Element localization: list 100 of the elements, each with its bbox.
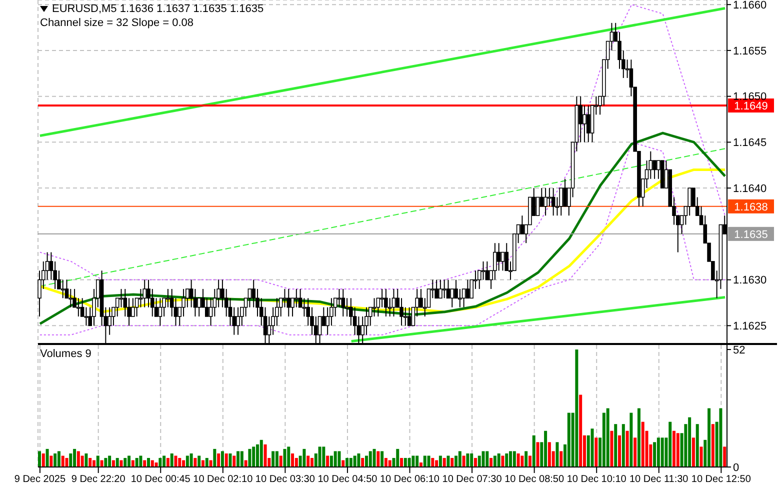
bar [248,448,252,467]
candlestick [481,260,486,280]
y-tick-label: 1.1625 [733,320,767,333]
bar [224,453,228,467]
bar [462,456,466,467]
bar [342,460,345,467]
bar [252,446,256,467]
bar [435,460,438,467]
bar [688,417,692,467]
bar [38,451,41,467]
candlestick [294,288,298,308]
candlestick [182,288,186,317]
bar [353,456,356,467]
candlestick [493,242,497,280]
bar [493,456,496,467]
candlestick [485,260,490,280]
candlestick [559,188,564,216]
bar [146,458,150,467]
bar [57,451,60,467]
x-tick-label: 10 Dec 07:30 [442,474,502,486]
bar [361,458,364,467]
bar [637,408,640,467]
bar [579,394,582,467]
candlestick [563,178,567,207]
bar [672,430,676,467]
bar [158,458,162,467]
bar [634,438,637,467]
bar [135,458,138,467]
bar [482,451,485,467]
candlestick [496,242,501,272]
x-tick-label: 10 Dec 03:30 [255,474,316,486]
candlestick [236,306,240,336]
bar [190,453,193,467]
bar [427,456,430,467]
bar [676,433,680,467]
y-tick-label: 52 [733,344,746,356]
bar [334,451,337,467]
bar [143,460,146,467]
bar [660,438,664,467]
candlestick [462,288,466,308]
bar [294,458,298,467]
bar [602,412,606,467]
bar [408,458,411,467]
bar [182,460,186,467]
bar [279,456,282,467]
candlestick [548,188,552,207]
bar [376,451,380,467]
bar [536,442,540,467]
bar [228,453,232,467]
bar [209,460,212,467]
bar [220,451,224,467]
bar [431,458,434,467]
candlestick [438,279,442,299]
bar [54,453,57,467]
bar [400,458,404,467]
bar [120,460,123,467]
candlestick [119,288,124,308]
bar [116,458,119,467]
bar [505,453,508,467]
bar [610,430,614,467]
candlestick [582,104,586,143]
bar [170,453,174,467]
bar [416,456,419,467]
chart-title: Volumes 9 [40,347,92,361]
bar [108,456,112,467]
bar [124,458,127,467]
candlestick [337,288,342,308]
bar [61,456,64,467]
bar [614,424,618,467]
candlestick [248,288,252,308]
candlestick [204,298,209,317]
bar [528,456,532,467]
x-tick-label: 10 Dec 08:50 [504,474,564,486]
bar [656,438,660,467]
x-tick-label: 10 Dec 00:45 [130,474,191,486]
bar [272,451,275,467]
bar [240,451,244,467]
bar [42,453,45,467]
ref-line-label: 1.1635 [734,228,768,241]
bar [306,456,310,467]
x-tick-label: 10 Dec 11:30 [630,474,689,486]
bar [512,451,516,467]
bar [264,444,267,467]
candlestick [131,298,135,317]
bar [590,428,594,467]
bar [668,422,672,467]
candlestick [450,288,454,308]
bar [556,442,559,467]
bar [186,456,189,467]
bar [50,456,53,467]
candlestick [166,288,170,308]
bar [466,453,470,467]
candlestick [520,215,524,234]
candlestick [384,288,388,317]
candlestick [68,288,73,308]
y-tick-label: 1.1630 [733,274,767,287]
bar [692,438,695,467]
y-tick-label: 1.1655 [733,45,767,58]
bar [532,435,536,467]
y-tick-label: 1.1640 [733,182,767,195]
